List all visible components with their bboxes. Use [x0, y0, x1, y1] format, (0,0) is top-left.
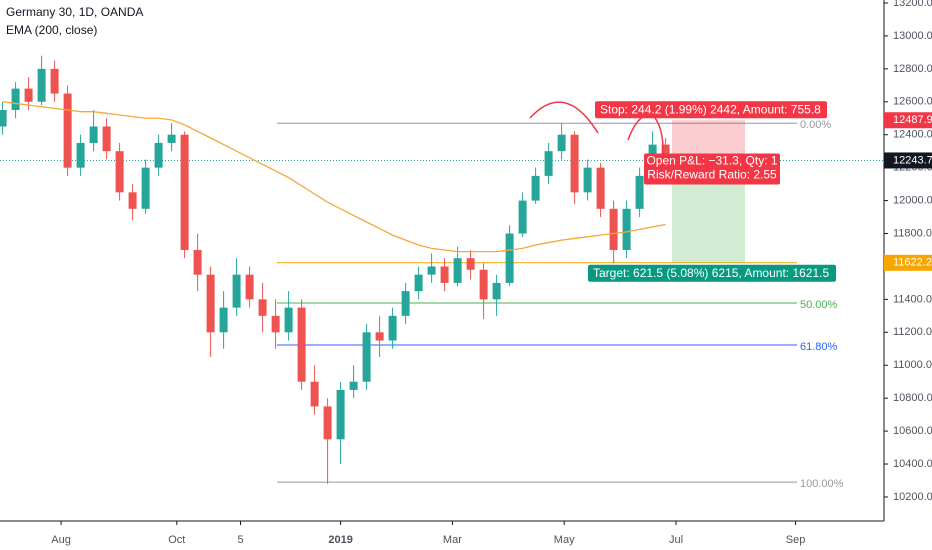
stop-label: Stop: 244.2 (1.99%) 2442, Amount: 755.8: [600, 102, 821, 116]
annotation-arc: [627, 114, 664, 158]
y-tick-label: 12400.0: [893, 129, 932, 141]
candle-body: [323, 406, 332, 440]
candle-body: [453, 258, 462, 283]
candle-body: [661, 144, 670, 161]
y-tick-label: 11000.0: [893, 359, 932, 371]
candle-body: [271, 315, 280, 333]
rr-label: Risk/Reward Ratio: 2.55: [647, 168, 777, 182]
candle-body: [492, 282, 501, 300]
y-tick-label: 10600.0: [893, 425, 932, 437]
y-tick-label: 12000.0: [893, 194, 932, 206]
candle-body: [310, 381, 319, 407]
y-tick-label: 11800.0: [893, 227, 932, 239]
candle-body: [609, 208, 618, 250]
y-tick-label: 10800.0: [893, 392, 932, 404]
target-label: Target: 621.5 (5.08%) 6215, Amount: 1621…: [593, 266, 829, 280]
candle-body: [635, 175, 644, 209]
price-badge: [884, 112, 932, 129]
candle-body: [583, 167, 592, 193]
candle-body: [102, 126, 111, 152]
candle-body: [206, 274, 215, 333]
level-label: 50.00%: [800, 299, 838, 311]
candle-body: [89, 126, 98, 143]
x-tick-label: Oct: [168, 534, 185, 546]
candle-body: [115, 151, 124, 193]
level-label: 61.80%: [800, 341, 838, 353]
ema-line: [2, 101, 666, 253]
x-tick-label: Mar: [443, 534, 462, 546]
candle-body: [375, 332, 384, 341]
candle-body: [349, 381, 358, 390]
x-tick-label: Sep: [786, 534, 806, 546]
y-tick-label: 12800.0: [893, 63, 932, 75]
candle-body: [557, 134, 566, 152]
y-tick-label: 10200.0: [893, 491, 932, 503]
candle-body: [284, 307, 293, 333]
candle-body: [50, 68, 59, 94]
x-tick-label: 2019: [328, 534, 352, 546]
x-tick-label: Aug: [51, 534, 71, 546]
candle-body: [440, 266, 449, 283]
candle-body: [570, 134, 579, 193]
candle-body: [0, 110, 7, 127]
pnl-label: Open P&L: −31.3, Qty: 1: [646, 154, 777, 168]
price-badge-label: 11622.2: [893, 257, 932, 269]
price-badge-label: 12487.9: [893, 114, 932, 126]
candle-body: [466, 258, 475, 270]
y-tick-label: 11200.0: [893, 326, 932, 338]
y-tick-label: 11400.0: [893, 293, 932, 305]
candle-body: [180, 134, 189, 250]
x-tick-label: May: [554, 534, 575, 546]
candle-body: [362, 332, 371, 382]
candle-body: [63, 93, 72, 168]
candle-body: [336, 389, 345, 440]
candle-body: [258, 299, 267, 316]
x-tick-label: Jul: [669, 534, 683, 546]
candle-body: [193, 249, 202, 275]
candle-body: [622, 208, 631, 250]
candle-body: [401, 291, 410, 316]
level-label: 100.00%: [800, 478, 844, 490]
price-badge: [884, 254, 932, 271]
candle-body: [37, 68, 46, 102]
candle-body: [11, 88, 20, 111]
indicator-label: EMA (200, close): [6, 23, 97, 37]
y-tick-label: 12600.0: [893, 96, 932, 108]
price-badge: [884, 152, 932, 169]
candle-body: [219, 307, 228, 333]
candle-body: [531, 175, 540, 201]
candle-body: [232, 274, 241, 308]
candle-body: [297, 307, 306, 382]
candle-body: [76, 142, 85, 168]
x-tick-label: 5: [237, 534, 243, 546]
candle-body: [414, 274, 423, 292]
chart-title: Germany 30, 1D, OANDA: [6, 5, 143, 19]
candle-body: [544, 151, 553, 176]
y-tick-label: 13000.0: [893, 30, 932, 42]
candle-body: [427, 266, 436, 275]
candle-body: [167, 134, 176, 143]
candle-body: [479, 269, 488, 300]
stop-box: [595, 101, 827, 119]
annotation-arc: [529, 101, 599, 134]
candle-body: [518, 200, 527, 234]
target-box: [588, 264, 836, 282]
level-label: 0.00%: [800, 119, 831, 131]
candle-body: [154, 142, 163, 168]
y-tick-label: 10400.0: [893, 458, 932, 470]
candle-body: [128, 192, 137, 209]
pnl-box: [644, 153, 780, 185]
candle-body: [245, 274, 254, 300]
candle-body: [141, 167, 150, 209]
candle-body: [505, 233, 514, 283]
price-badge-label: 12243.7: [893, 154, 932, 166]
candle-body: [388, 315, 397, 341]
candle-body: [596, 167, 605, 209]
candle-body: [24, 88, 33, 102]
y-tick-label: 13200.0: [893, 0, 932, 9]
